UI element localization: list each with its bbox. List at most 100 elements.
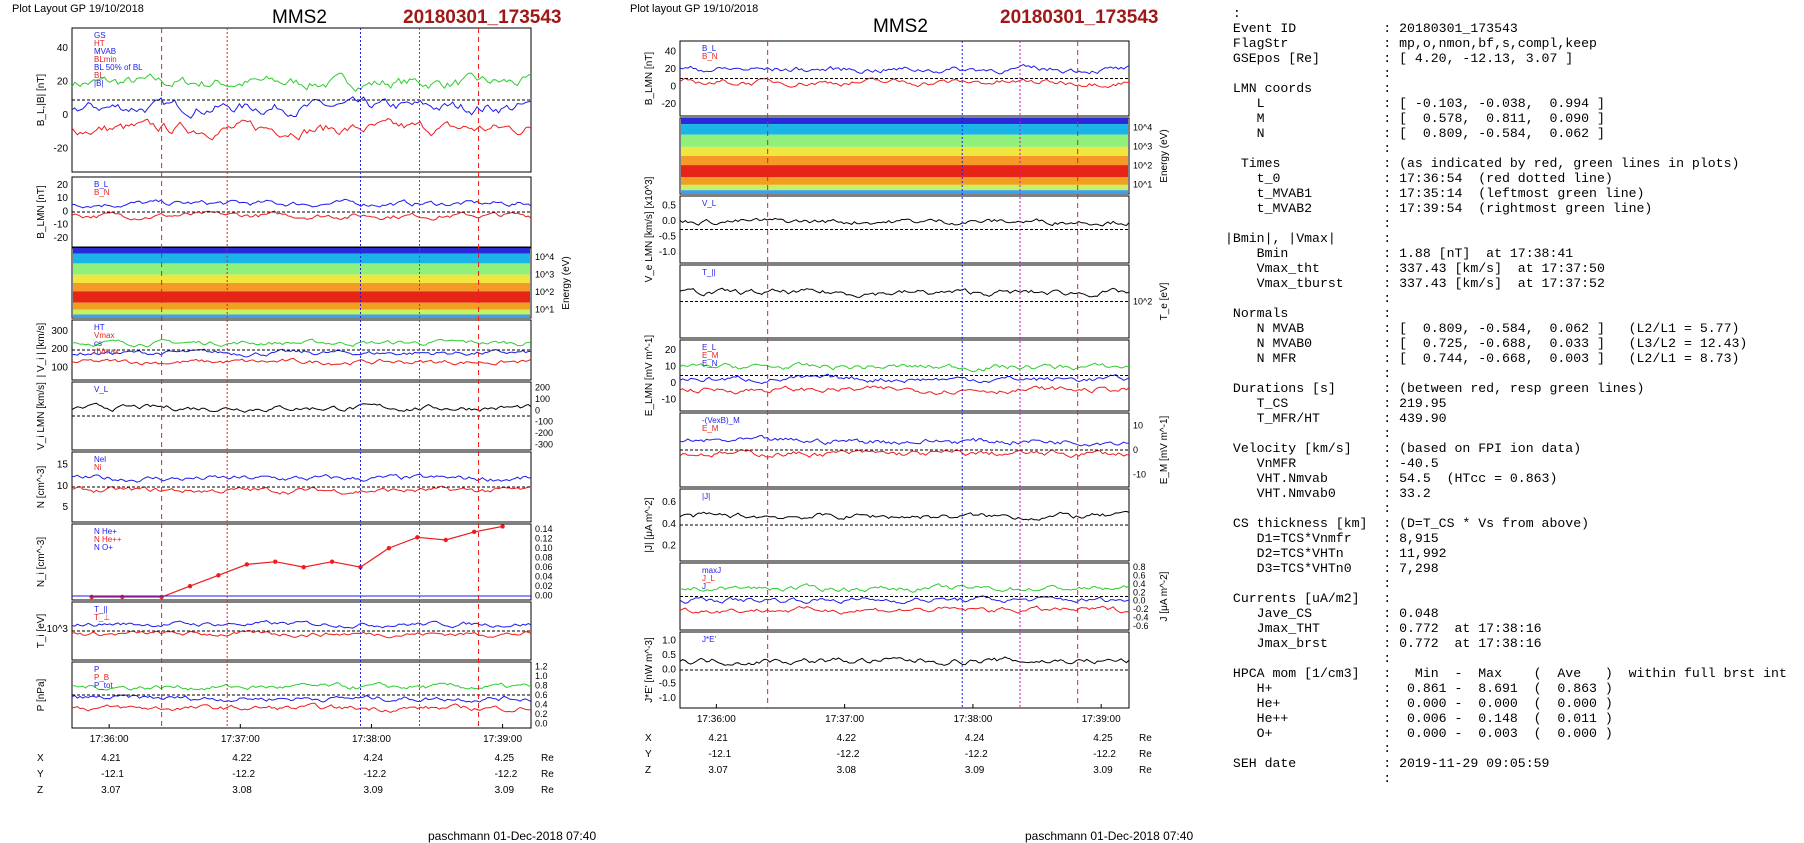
y-axis-label: B_L,|B| [nT] xyxy=(36,74,47,127)
data-point xyxy=(89,594,94,600)
ephemeris-value: 4.24 xyxy=(965,733,985,744)
y-tick-label: 10^3 xyxy=(1133,142,1152,152)
spectrogram-band xyxy=(73,314,530,318)
ephemeris-value: 3.09 xyxy=(495,785,515,796)
y-axis-label: B_LMN [nT] xyxy=(644,52,655,106)
spectrogram-band xyxy=(73,302,530,310)
y-tick-label: 200 xyxy=(535,383,550,393)
data-series xyxy=(679,287,1130,298)
y-tick-label: 10^1 xyxy=(535,304,554,314)
summary-line: : xyxy=(1225,291,1392,306)
data-point xyxy=(443,537,448,543)
y-tick-label: 0.2 xyxy=(1133,587,1146,597)
ephemeris-label: X xyxy=(37,753,44,764)
data-series xyxy=(679,64,1130,75)
data-series xyxy=(71,702,532,714)
spectrogram-band xyxy=(681,156,1128,166)
summary-line: D3=TCS*VHTn0 : 7,298 xyxy=(1225,561,1439,576)
legend-entry: GS xyxy=(94,31,106,40)
summary-line: : xyxy=(1225,66,1392,81)
data-series xyxy=(679,510,1130,521)
y-tick-label: 0.4 xyxy=(662,519,676,530)
y-tick-label: 200 xyxy=(51,344,68,355)
summary-line: Jmax_THT : 0.772 at 17:38:16 xyxy=(1225,621,1542,636)
legend-entry: E_M xyxy=(702,424,719,433)
legend-entry: BL 50% of BL xyxy=(94,63,143,72)
legend-entry: N He+ xyxy=(94,527,117,536)
summary-line: SEH date : 2019-11-29 09:05:59 xyxy=(1225,756,1550,771)
y-tick-label: 0.2 xyxy=(535,709,548,719)
data-series xyxy=(71,473,531,483)
ephemeris-unit: Re xyxy=(1139,749,1152,760)
x-tick-label: 17:39:00 xyxy=(483,734,522,745)
data-point xyxy=(301,564,306,570)
data-series xyxy=(71,96,532,119)
legend-entry: Ni xyxy=(94,463,102,472)
y-tick-label: 0.4 xyxy=(535,699,548,709)
summary-line: t_MVAB2 : 17:39:54 (rightmost green line… xyxy=(1225,201,1653,216)
y-tick-label: 0.6 xyxy=(535,690,548,700)
y-tick-label: 0.00 xyxy=(535,590,553,600)
legend-entry: N O+ xyxy=(94,543,113,552)
y-tick-label: 10^3 xyxy=(47,624,69,635)
legend-entry: Nel xyxy=(94,455,106,464)
summary-line: : xyxy=(1225,141,1392,156)
y-tick-label: 40 xyxy=(665,46,677,57)
y-tick-label: 0.2 xyxy=(662,541,676,552)
ephemeris-unit: Re xyxy=(541,753,554,764)
legend-entry: T_|| xyxy=(702,268,716,277)
legend-entry: -(VexB)_M xyxy=(702,416,740,425)
legend-entry: P_tot xyxy=(94,681,113,690)
y-tick-label: 0.5 xyxy=(662,200,676,211)
summary-line: t_MVAB1 : 17:35:14 (leftmost green line) xyxy=(1225,186,1645,201)
summary-line: HPCA mom [1/cm3] : Min - Max ( Ave ) wit… xyxy=(1225,666,1787,681)
summary-line: : xyxy=(1225,501,1392,516)
data-point xyxy=(273,559,278,564)
y-tick-label: 0.8 xyxy=(535,681,548,691)
y-tick-label: -10 xyxy=(1133,470,1146,480)
legend-entry: B_N xyxy=(94,188,110,197)
y-tick-label: 0.0 xyxy=(662,216,676,227)
data-series xyxy=(71,357,532,366)
summary-line: |Bmin|, |Vmax| : xyxy=(1225,231,1392,246)
summary-line: LMN coords : xyxy=(1225,81,1392,96)
y-tick-label: -10 xyxy=(54,220,69,231)
data-series xyxy=(679,656,1130,666)
legend-entry: V_L xyxy=(94,385,109,394)
y-tick-label: 10 xyxy=(57,193,69,204)
y-axis-label: V_i LMN [km/s] xyxy=(36,382,47,450)
y-tick-label: 20 xyxy=(665,345,677,356)
summary-line: VnMFR : -40.5 xyxy=(1225,456,1439,471)
y-tick-label: 0 xyxy=(1133,445,1138,455)
summary-line: He+ : 0.000 - 0.000 ( 0.000 ) xyxy=(1225,696,1613,711)
data-series xyxy=(679,77,1130,89)
summary-line: CS thickness [km] : (D=T_CS * Vs from ab… xyxy=(1225,516,1590,531)
y-tick-label: 0.4 xyxy=(1133,579,1146,589)
y-tick-label: -1.0 xyxy=(659,693,677,704)
x-tick-label: 17:37:00 xyxy=(221,734,260,745)
ephemeris-value: 4.21 xyxy=(708,733,728,744)
left-spacecraft-title: MMS2 xyxy=(272,7,327,28)
data-point xyxy=(120,594,125,600)
legend-entry: Vmax xyxy=(94,331,114,340)
ephemeris-label: Z xyxy=(645,765,651,776)
data-point xyxy=(415,535,420,540)
ephemeris-label: Y xyxy=(37,769,44,780)
y-tick-label: 15 xyxy=(57,460,69,471)
y-tick-label: 0.02 xyxy=(535,581,553,591)
legend-entry: E_L xyxy=(702,343,717,352)
spectrogram-band xyxy=(73,274,530,283)
left-event-title: 20180301_173543 xyxy=(403,7,562,28)
summary-line: H+ : 0.861 - 8.691 ( 0.863 ) xyxy=(1225,681,1613,696)
legend-entry: maxJ xyxy=(702,566,721,575)
y-tick-label: 0.08 xyxy=(535,552,553,562)
mid-spacecraft-title: MMS2 xyxy=(873,16,928,37)
summary-line: N MFR : [ 0.744, -0.668, 0.003 ] (L2/L1 … xyxy=(1225,351,1740,366)
y-axis-label: N_i [cm^-3] xyxy=(36,537,47,587)
legend-entry: T_|| xyxy=(94,605,108,614)
ephemeris-value: 4.25 xyxy=(495,753,515,764)
y-tick-label: 0.06 xyxy=(535,562,553,572)
data-series xyxy=(679,605,1130,615)
data-series xyxy=(679,373,1130,385)
mid-footer: paschmann 01-Dec-2018 07:40 xyxy=(1025,829,1194,843)
